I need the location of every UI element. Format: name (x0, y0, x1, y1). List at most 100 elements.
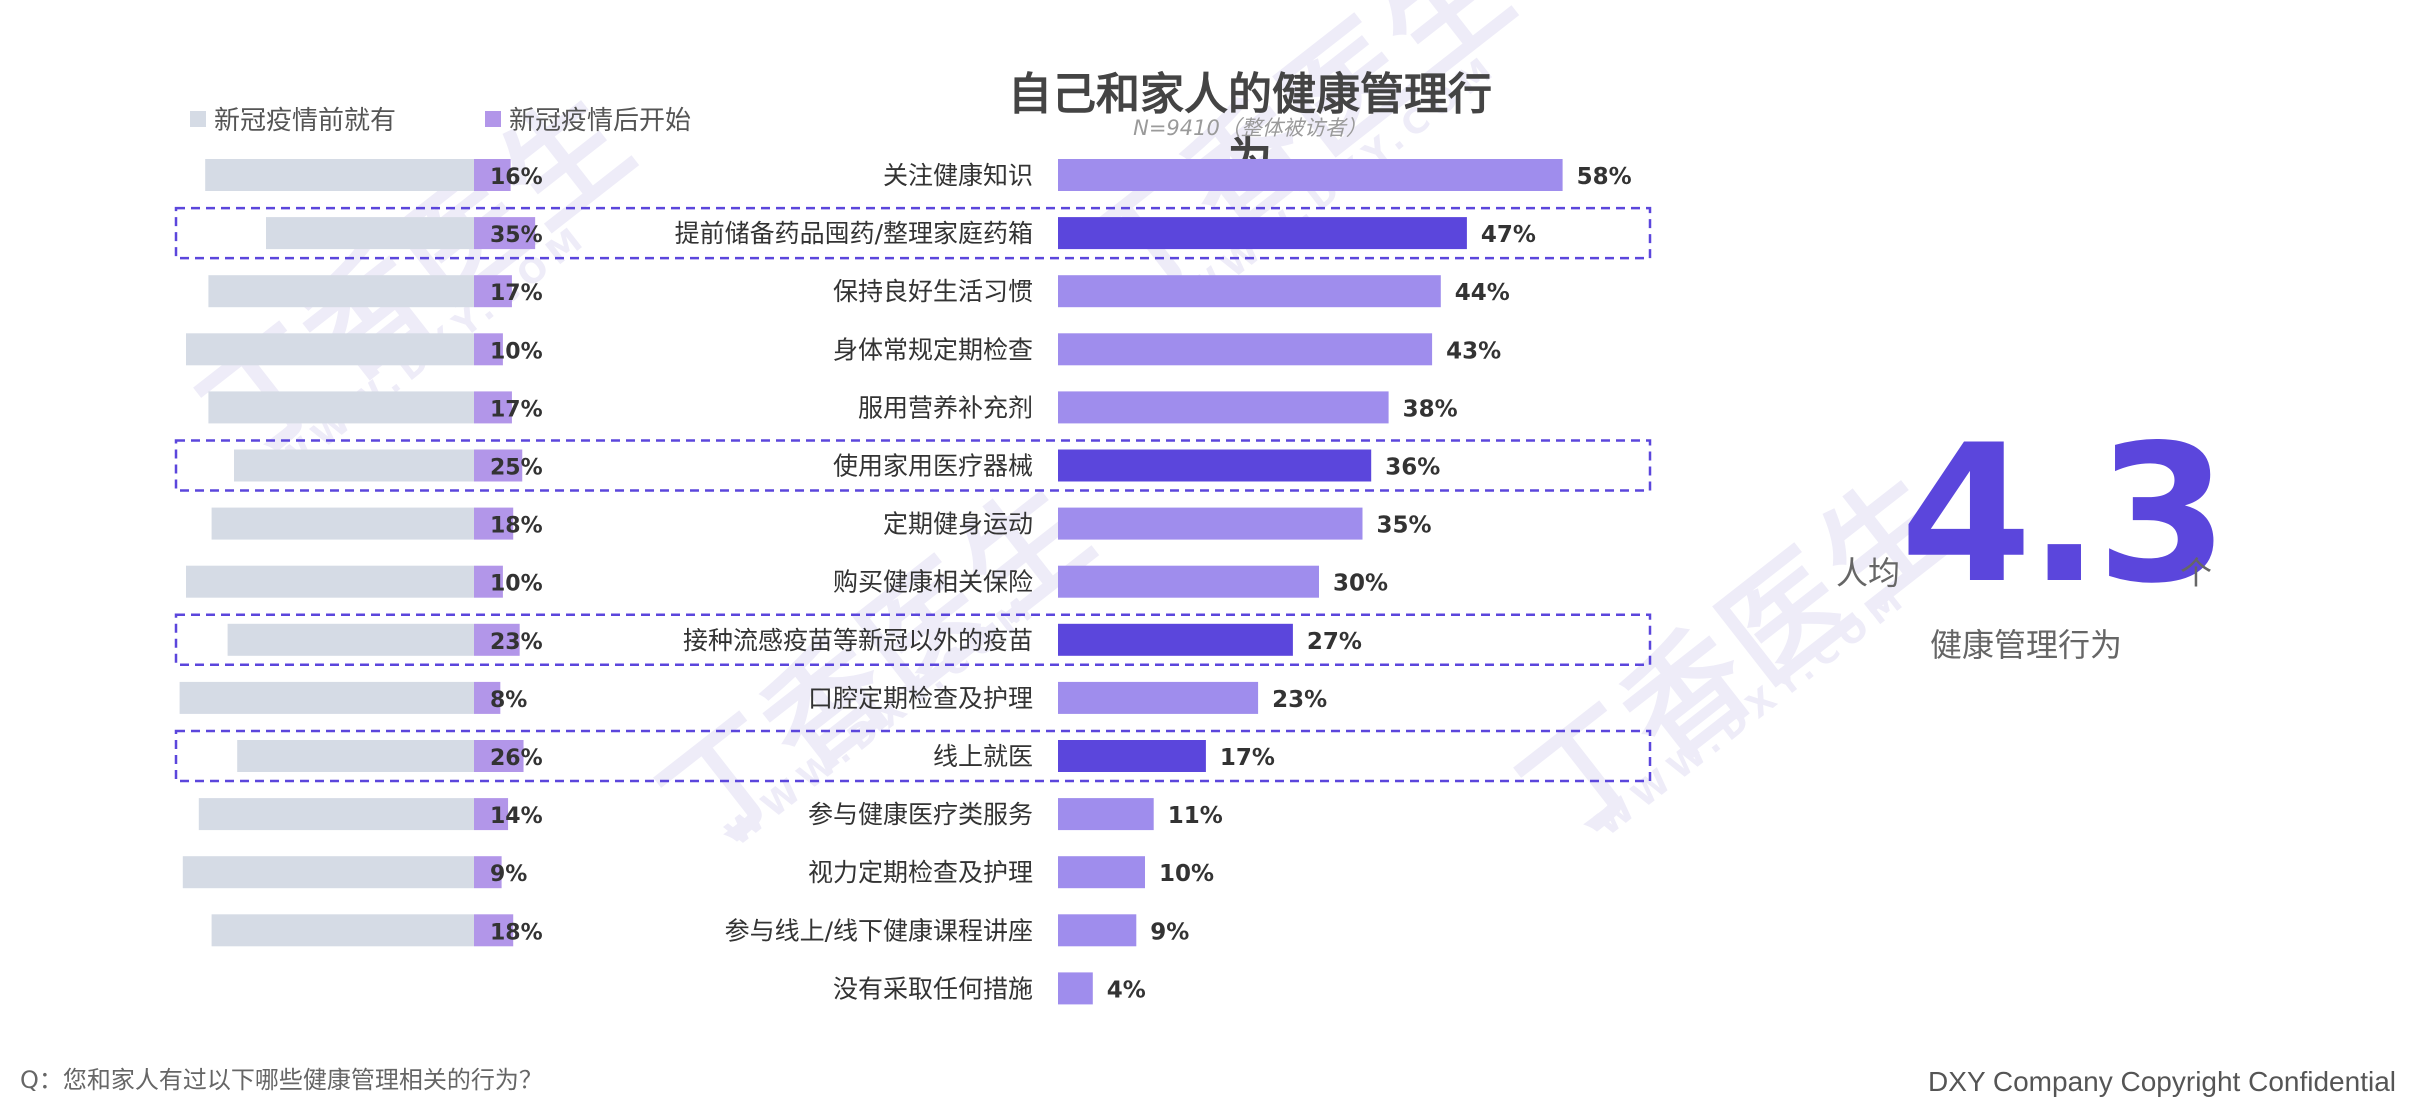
after-bar (474, 681, 501, 714)
total-bar (1058, 159, 1563, 191)
after-bar (474, 159, 511, 191)
legend-item-before: 新冠疫情前就有 (190, 100, 396, 137)
category-label: 使用家用医疗器械 (833, 452, 1033, 481)
legend-label-after: 新冠疫情后开始 (509, 106, 692, 136)
after-value-label: 17% (490, 397, 543, 422)
before-bar (205, 159, 474, 191)
after-bar (474, 798, 509, 831)
total-value-label: 43% (1446, 338, 1501, 364)
copyright-notice: DXY Company Copyright Confidential (1928, 1066, 2396, 1097)
before-bar (234, 449, 474, 482)
legend-swatch-after (485, 110, 501, 127)
category-label: 参与健康医疗类服务 (808, 800, 1033, 829)
total-value-label: 58% (1577, 164, 1632, 190)
after-bar (474, 914, 514, 947)
before-bar (227, 623, 474, 656)
after-bar (474, 740, 524, 772)
category-label: 没有采取任何措施 (833, 974, 1033, 1003)
category-label: 保持良好生活习惯 (833, 277, 1033, 306)
highlight-frame (174, 729, 1652, 783)
total-bar (1058, 856, 1145, 889)
category-label: 参与线上/线下健康课程讲座 (725, 916, 1033, 945)
stat-prefix: 人均 (1836, 554, 1901, 592)
before-bar (179, 681, 474, 714)
after-bar (474, 333, 503, 366)
chart-title: 自己和家人的健康管理行为 (1008, 69, 1492, 184)
total-bar (1058, 972, 1093, 1005)
before-bar (186, 333, 474, 366)
after-value-label: 26% (490, 746, 543, 771)
after-value-label: 18% (490, 514, 543, 539)
total-bar (1058, 391, 1389, 424)
before-bar (266, 217, 474, 250)
before-bar (211, 507, 474, 540)
total-value-label: 9% (1150, 919, 1189, 945)
survey-question: Q：您和家人有过以下哪些健康管理相关的行为？ (20, 1066, 543, 1094)
after-value-label: 25% (490, 456, 543, 481)
total-bar (1058, 449, 1372, 482)
total-bar (1058, 623, 1293, 656)
after-value-label: 17% (490, 281, 543, 306)
total-bar (1058, 565, 1319, 598)
legend-item-after: 新冠疫情后开始 (485, 100, 691, 137)
after-value-label: 18% (490, 920, 543, 945)
legend-swatch-before (190, 110, 206, 127)
before-bar (182, 856, 475, 889)
after-value-label: 14% (490, 804, 543, 829)
total-value-label: 36% (1385, 455, 1440, 481)
after-value-label: 10% (490, 572, 543, 597)
total-value-label: 4% (1107, 977, 1146, 1003)
highlight-frame (174, 439, 1652, 492)
category-label: 关注健康知识 (883, 161, 1033, 190)
total-bar (1058, 333, 1433, 366)
total-bar (1058, 914, 1137, 947)
after-bar (474, 856, 502, 889)
chart-subtitle: N=9410（整体被访者） (1133, 116, 1367, 140)
total-bar (1058, 798, 1154, 831)
total-value-label: 44% (1455, 280, 1510, 306)
total-value-label: 35% (1377, 513, 1432, 539)
total-value-label: 17% (1220, 745, 1275, 771)
highlight-frame (174, 613, 1652, 667)
total-value-label: 38% (1403, 396, 1458, 422)
after-value-label: 35% (490, 223, 543, 248)
after-value-label: 23% (490, 630, 543, 655)
total-bar (1058, 217, 1467, 250)
total-bar (1058, 507, 1363, 540)
after-bar (474, 391, 512, 424)
stat-label: 健康管理行为 (1930, 626, 2123, 664)
category-label: 提前储备药品囤药/整理家庭药箱 (675, 219, 1033, 248)
before-bar (211, 914, 474, 947)
total-value-label: 10% (1159, 861, 1214, 887)
before-bar (186, 565, 474, 598)
before-bar (208, 391, 474, 424)
total-bar (1058, 681, 1259, 714)
after-bar (474, 449, 523, 482)
category-label: 购买健康相关保险 (833, 568, 1033, 597)
legend-label-before: 新冠疫情前就有 (214, 106, 397, 136)
before-bar (208, 275, 474, 308)
after-bar (474, 623, 520, 656)
total-value-label: 30% (1333, 571, 1388, 597)
after-value-label: 9% (490, 862, 527, 887)
after-bar (474, 217, 536, 250)
stat-suffix: 个 (2180, 554, 2213, 592)
before-bar (198, 798, 475, 831)
total-bar (1058, 740, 1206, 772)
total-value-label: 23% (1272, 687, 1327, 713)
category-label: 口腔定期检查及护理 (808, 684, 1033, 713)
total-value-label: 47% (1481, 222, 1536, 248)
after-value-label: 8% (490, 688, 527, 713)
total-value-label: 11% (1168, 803, 1223, 829)
total-bar (1058, 275, 1441, 308)
stat-value: 4.3 (1900, 404, 2229, 625)
after-value-label: 10% (490, 339, 543, 364)
after-bar (474, 507, 514, 540)
after-value-label: 16% (490, 165, 543, 190)
category-label: 服用营养补充剂 (858, 393, 1033, 422)
highlight-frame (174, 206, 1652, 260)
category-label: 视力定期检查及护理 (808, 858, 1033, 887)
after-bar (474, 275, 512, 308)
before-bar (237, 740, 474, 772)
